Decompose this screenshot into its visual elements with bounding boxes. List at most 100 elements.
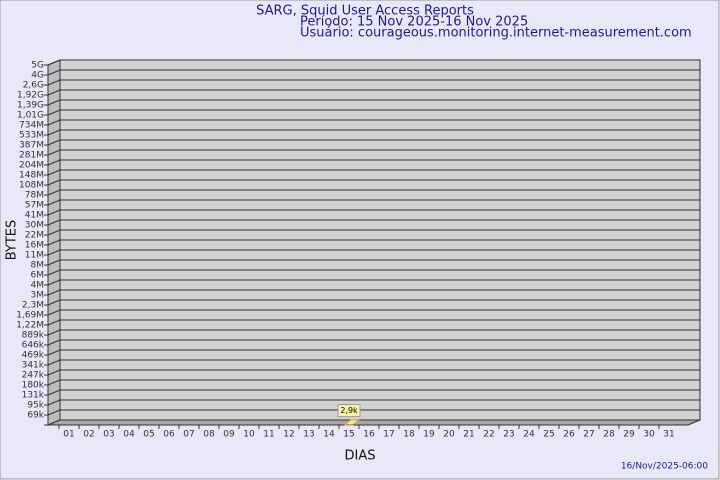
grid-line xyxy=(47,109,61,116)
chart-user: Usuário: courageous.monitoring.internet-… xyxy=(300,26,692,41)
y-tick-label: 1,22M xyxy=(16,321,44,331)
grid-line xyxy=(47,169,61,176)
y-tick-label: 734M xyxy=(19,121,44,131)
x-tick-label: 12 xyxy=(283,430,294,440)
x-tick-label: 05 xyxy=(143,430,154,440)
grid-line xyxy=(47,329,61,336)
grid-line xyxy=(47,79,61,86)
y-tick-label: 469k xyxy=(22,351,45,361)
grid-line xyxy=(47,389,61,396)
value-label: 2,9k xyxy=(340,406,358,415)
grid-line xyxy=(47,409,61,416)
grid-line xyxy=(47,199,61,206)
x-tick-label: 20 xyxy=(443,430,455,440)
x-tick-label: 26 xyxy=(563,430,575,440)
y-tick-label: 1,39G xyxy=(17,101,44,111)
grid-line xyxy=(47,159,61,166)
x-tick-label: 10 xyxy=(243,430,255,440)
grid-line xyxy=(47,69,61,76)
x-tick-label: 28 xyxy=(603,430,615,440)
y-tick-label: 69k xyxy=(27,411,44,421)
x-tick-label: 16 xyxy=(363,430,375,440)
x-tick-label: 08 xyxy=(203,430,215,440)
grid-line xyxy=(47,229,61,236)
y-tick-label: 1,92G xyxy=(17,91,44,101)
y-tick-label: 387M xyxy=(19,141,44,151)
y-tick-label: 41M xyxy=(25,211,44,221)
y-tick-label: 180k xyxy=(22,381,45,391)
y-tick-label: 78M xyxy=(25,191,44,201)
grid-line xyxy=(47,219,61,226)
x-axis-label: DIAS xyxy=(345,449,376,464)
y-tick-label: 646k xyxy=(22,341,45,351)
x-tick-label: 24 xyxy=(523,430,535,440)
x-tick-label: 19 xyxy=(423,430,435,440)
y-tick-label: 148M xyxy=(19,171,44,181)
grid-line xyxy=(47,289,61,296)
x-tick-label: 03 xyxy=(103,430,114,440)
x-tick-label: 31 xyxy=(663,430,674,440)
chart-title: SARG, Squid User Access Reports xyxy=(256,4,474,19)
x-tick-label: 23 xyxy=(503,430,514,440)
y-tick-label: 247k xyxy=(22,371,45,381)
y-tick-label: 16M xyxy=(25,241,44,251)
x-tick-label: 25 xyxy=(543,430,554,440)
x-tick-label: 09 xyxy=(223,430,235,440)
x-tick-label: 30 xyxy=(643,430,655,440)
grid-line xyxy=(47,249,61,256)
grid-line xyxy=(47,279,61,286)
grid-line xyxy=(47,119,61,126)
grid-line xyxy=(47,209,61,216)
y-axis-label: BYTES xyxy=(5,220,20,261)
y-tick-label: 108M xyxy=(19,181,44,191)
x-tick-label: 14 xyxy=(323,430,335,440)
x-tick-label: 15 xyxy=(343,430,354,440)
chart-subtitle: Período: 15 Nov 2025-16 Nov 2025 xyxy=(300,15,528,30)
grid-line xyxy=(47,139,61,146)
y-tick-label: 281M xyxy=(19,151,44,161)
y-tick-label: 6M xyxy=(31,271,45,281)
grid-line xyxy=(47,359,61,366)
value-label-box xyxy=(337,404,361,418)
x-tick-label: 21 xyxy=(463,430,474,440)
y-tick-label: 131k xyxy=(22,391,45,401)
y-tick-label: 95k xyxy=(27,401,44,411)
x-tick-label: 04 xyxy=(123,430,135,440)
y-tick-label: 204M xyxy=(19,161,44,171)
y-tick-label: 2,3M xyxy=(22,301,44,311)
x-tick-label: 01 xyxy=(63,430,74,440)
grid-line xyxy=(47,259,61,266)
y-tick-label: 341k xyxy=(22,361,45,371)
x-tick-label: 07 xyxy=(183,430,194,440)
y-tick-label: 57M xyxy=(25,201,44,211)
y-tick-label: 2,6G xyxy=(23,81,44,91)
grid-line xyxy=(47,189,61,196)
x-tick-label: 02 xyxy=(83,430,94,440)
grid-line xyxy=(47,89,61,96)
y-tick-label: 22M xyxy=(25,231,44,241)
x-tick-label: 13 xyxy=(303,430,314,440)
y-tick-label: 889k xyxy=(22,331,45,341)
x-tick-label: 22 xyxy=(483,430,494,440)
grid-line xyxy=(47,399,61,406)
grid-line xyxy=(47,299,61,306)
grid-line xyxy=(47,129,61,136)
grid-line xyxy=(47,349,61,356)
y-tick-label: 533M xyxy=(19,131,44,141)
grid-line xyxy=(47,149,61,156)
grid-line xyxy=(47,319,61,326)
grid-line xyxy=(47,59,61,66)
x-tick-label: 29 xyxy=(623,430,635,440)
grid-line xyxy=(47,379,61,386)
floor xyxy=(47,419,701,426)
x-tick-label: 11 xyxy=(263,430,274,440)
x-tick-label: 06 xyxy=(163,430,175,440)
footer-date: 16/Nov/2025-06:00 xyxy=(621,462,708,472)
grid-line xyxy=(47,369,61,376)
grid-line xyxy=(47,239,61,246)
y-tick-label: 1,69M xyxy=(16,311,44,321)
y-tick-label: 3M xyxy=(31,291,45,301)
grid-line xyxy=(47,99,61,106)
y-tick-label: 1,01G xyxy=(17,111,44,121)
